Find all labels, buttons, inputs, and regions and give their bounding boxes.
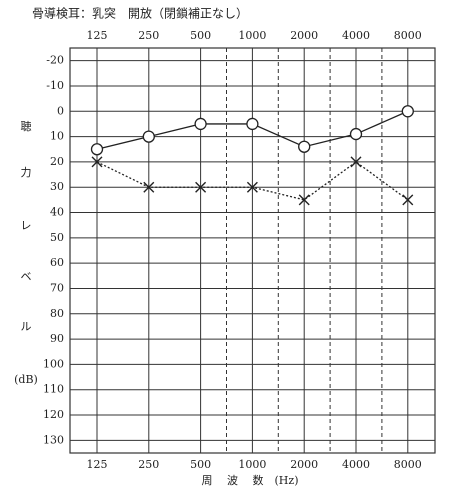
- x-tick-label: 125: [87, 458, 108, 471]
- y-tick-label: 110: [43, 383, 64, 396]
- y-axis-label: (dB): [14, 373, 38, 386]
- x-tick-label: 4000: [342, 458, 370, 471]
- y-axis-label: 力: [21, 166, 32, 179]
- circle-marker: [194, 117, 207, 131]
- chart-title: 骨導検耳：乳突 開放（閉鎖補正なし）: [32, 6, 248, 21]
- y-tick-label: 20: [50, 155, 64, 168]
- x-tick-label-top: 1000: [238, 29, 266, 42]
- x-tick-label: 2000: [290, 458, 318, 471]
- x-marker: [195, 181, 207, 193]
- x-tick-label-top: 8000: [394, 29, 422, 42]
- x-marker: [91, 156, 103, 168]
- circle-marker: [349, 127, 363, 141]
- x-tick-label-top: 2000: [290, 29, 318, 42]
- y-tick-label: 30: [50, 180, 64, 193]
- x-marker: [246, 181, 258, 193]
- y-axis-label: レ: [21, 219, 32, 232]
- y-tick-label: 50: [50, 231, 64, 244]
- y-tick-label: 80: [50, 307, 64, 320]
- x-marker: [402, 194, 414, 206]
- y-tick-label: 40: [50, 206, 64, 219]
- y-axis-label: ル: [21, 320, 32, 333]
- y-tick-label: 0: [57, 104, 64, 117]
- circle-marker: [298, 140, 311, 153]
- y-tick-label: 70: [50, 281, 64, 294]
- y-axis-label: 聴: [21, 120, 32, 133]
- circle-marker: [142, 130, 155, 143]
- x-tick-label: 1000: [238, 458, 266, 471]
- x-tick-label-top: 250: [138, 29, 159, 42]
- x-tick-label: 250: [138, 458, 159, 471]
- x-marker: [298, 194, 310, 206]
- y-tick-label: -20: [46, 54, 64, 67]
- circle-marker: [401, 105, 414, 118]
- x-tick-label: 8000: [394, 458, 422, 471]
- x-tick-label-top: 125: [87, 29, 108, 42]
- circle-marker: [246, 117, 259, 131]
- y-tick-label: -10: [46, 79, 64, 92]
- y-tick-label: 120: [43, 408, 64, 421]
- x-tick-label-top: 4000: [342, 29, 370, 42]
- circle-marker: [90, 143, 104, 156]
- y-tick-label: 90: [50, 332, 64, 345]
- x-tick-label-top: 500: [190, 29, 211, 42]
- y-tick-label: 60: [50, 256, 64, 269]
- x-marker: [143, 181, 155, 193]
- y-tick-label: 100: [43, 357, 64, 370]
- x-marker: [350, 156, 362, 168]
- y-tick-label: 10: [50, 130, 64, 143]
- y-axis-label: ベ: [21, 270, 32, 283]
- x-axis-label: 周 波 数 (Hz): [202, 474, 299, 487]
- y-tick-label: 130: [43, 433, 64, 446]
- x-tick-label: 500: [190, 458, 211, 471]
